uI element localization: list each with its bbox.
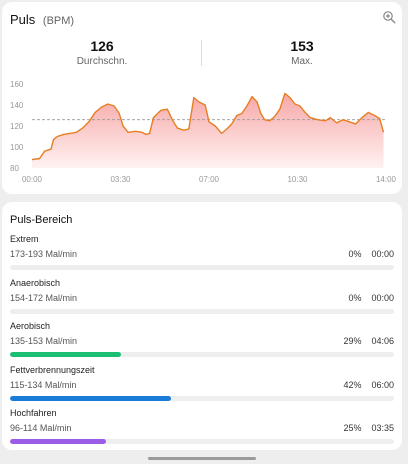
- zone-range: 96-114 Mal/min: [10, 423, 72, 434]
- zone-name: Aerobisch: [10, 321, 51, 332]
- zone-time: 00:00: [371, 292, 394, 303]
- x-tick-label: 00:00: [22, 175, 43, 184]
- zone-progress-fill: [10, 439, 106, 445]
- zone-time: 04:06: [371, 336, 394, 347]
- y-tick-label: 80: [10, 164, 19, 173]
- zones-title: Puls-Bereich: [10, 214, 73, 226]
- zone-percent: 0%: [348, 292, 362, 303]
- zone-row: Anaerobisch 154-172 Mal/min 0% 00:00: [10, 278, 394, 322]
- pulse-title: Puls (BPM): [10, 12, 74, 27]
- zone-range: 135-153 Mal/min: [10, 336, 78, 347]
- zoom-in-icon[interactable]: [382, 10, 396, 24]
- zone-row: Fettverbrennungszeit 115-134 Mal/min 42% 06…: [10, 365, 394, 409]
- zone-row: Hochfahren 96-114 Mal/min 25% 03:35: [10, 408, 394, 452]
- zone-name: Extrem: [10, 234, 39, 244]
- y-tick-label: 120: [10, 122, 24, 131]
- average-label: Durchschn.: [76, 56, 128, 67]
- zone-row: Aerobisch 135-153 Mal/min 29% 04:06: [10, 321, 394, 365]
- zone-percent: 42%: [343, 379, 362, 390]
- max-stat: 153 Max.: [232, 38, 372, 67]
- x-tick-label: 03:30: [110, 175, 131, 184]
- y-tick-label: 160: [10, 80, 24, 89]
- zone-range: 115-134 Mal/min: [10, 379, 77, 390]
- x-tick-label: 07:00: [199, 175, 220, 184]
- max-label: Max.: [291, 56, 313, 67]
- pulse-line: [31, 92, 385, 161]
- zone-progress-track: [10, 308, 394, 314]
- zone-percent: 25%: [343, 423, 362, 434]
- max-value: 153: [290, 38, 314, 54]
- zone-range: 173-193 Mal/min: [10, 249, 78, 259]
- pulse-zones-card: Puls-Bereich Extrem 173-193 Mal/min 0% 00:0…: [2, 202, 402, 450]
- pulse-title-text: Puls: [10, 12, 36, 27]
- home-indicator[interactable]: [148, 457, 256, 460]
- zone-progress-track: [10, 265, 394, 270]
- zone-progress-fill: [10, 395, 172, 401]
- zone-percent: 0%: [348, 249, 362, 259]
- zone-progress-fill: [10, 352, 122, 358]
- average-stat: 126 Durchschn.: [32, 38, 172, 67]
- pulse-card: Puls (BPM) 126 Durchschn. 153 Max. 160 14…: [2, 2, 402, 194]
- zone-row: Extrem 173-193 Mal/min 0% 00:00: [10, 234, 394, 278]
- zone-progress-track: [10, 395, 394, 401]
- zone-range: 154-172 Mal/min: [10, 292, 78, 303]
- zone-percent: 29%: [343, 336, 362, 347]
- zone-time: 06:00: [371, 379, 394, 390]
- zone-time: 00:00: [371, 249, 394, 259]
- x-tick-label: 14:00: [376, 175, 397, 184]
- average-value: 126: [90, 38, 114, 54]
- zone-name: Fettverbrennungszeit: [10, 364, 95, 375]
- zone-time: 03:35: [371, 423, 394, 434]
- zone-name: Hochfahren: [10, 408, 57, 419]
- stat-divider: [201, 40, 202, 66]
- zone-progress-track: [10, 439, 394, 445]
- y-tick-label: 100: [10, 143, 24, 152]
- zone-progress-track: [10, 352, 394, 358]
- y-tick-label: 140: [10, 101, 24, 110]
- zone-name: Anaerobisch: [10, 277, 61, 288]
- pulse-unit: (BPM): [42, 15, 75, 27]
- pulse-area: [32, 93, 384, 168]
- x-tick-label: 10:30: [287, 175, 308, 184]
